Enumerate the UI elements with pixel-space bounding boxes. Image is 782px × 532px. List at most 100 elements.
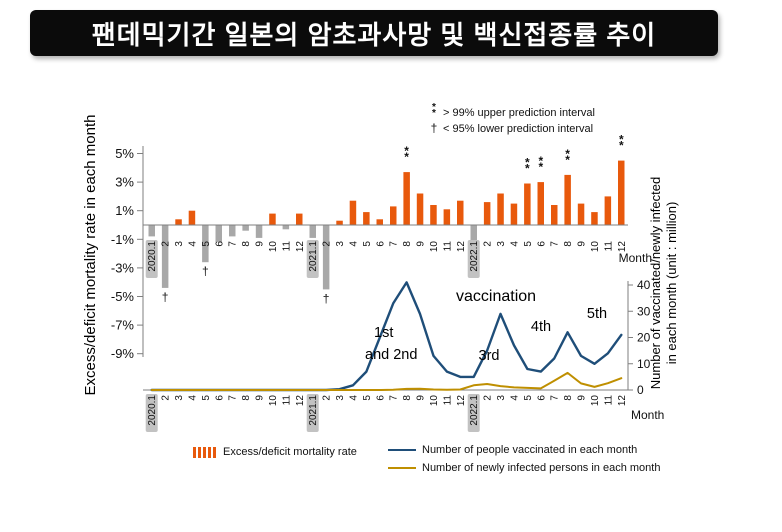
month-tick-label-bottom: 7: [389, 395, 400, 401]
month-tick-label-bottom: 5: [201, 395, 212, 401]
month-tick-label-bottom: 12: [617, 395, 628, 407]
right-axis-tick-label: 40: [637, 278, 651, 292]
mortality-bar: [188, 210, 196, 225]
legend-item-infected: Number of newly infected persons in each…: [388, 462, 660, 474]
mortality-bar: [604, 196, 612, 225]
upper-prediction-marker: **: [404, 144, 409, 164]
month-tick-label-bottom: 2: [322, 395, 333, 401]
month-tick-label-top: 9: [577, 241, 588, 247]
month-tick-label-bottom: 2022.1: [469, 395, 480, 426]
mortality-bar: [229, 225, 236, 237]
upper-prediction-marker: **: [525, 156, 530, 176]
month-tick-label-top: 11: [603, 241, 614, 252]
mortality-bar: [202, 225, 209, 263]
month-tick-label-top: 3: [496, 241, 507, 247]
month-tick-label-bottom: 6: [536, 395, 547, 401]
mortality-bar: [322, 225, 330, 290]
month-tick-label-bottom: 7: [550, 395, 561, 401]
month-tick-label-top: 8: [563, 241, 574, 247]
mortality-bar: [255, 225, 263, 238]
month-tick-label-top: 8: [402, 241, 413, 247]
month-tick-label-bottom: 2020.1: [147, 395, 158, 426]
mortality-bar: [175, 219, 182, 225]
mortality-bar: [336, 220, 343, 225]
month-tick-label-bottom: 8: [402, 395, 413, 401]
mortality-bar: [282, 225, 290, 230]
infected-line: [150, 371, 623, 391]
legend-label-mortality: Excess/deficit mortality rate: [223, 446, 357, 458]
month-tick-label-bottom: 3: [496, 395, 507, 401]
mortality-bar: [551, 205, 558, 225]
left-axis-tick-label: -7%: [111, 318, 135, 333]
month-tick-label-bottom: 9: [416, 395, 427, 401]
upper-prediction-marker: **: [565, 147, 570, 167]
month-tick-label-bottom: 9: [577, 395, 588, 401]
year-highlight-box: [467, 240, 480, 278]
month-tick-label-bottom: 12: [456, 395, 467, 407]
month-tick-label-bottom: 8: [241, 395, 252, 401]
mortality-bar: [577, 203, 585, 226]
mortality-bar: [430, 205, 437, 225]
mortality-bar: [363, 212, 370, 225]
lower-prediction-marker: †: [323, 291, 330, 305]
year-highlight-box: [306, 394, 319, 432]
legend-item-vaccinated: Number of people vaccinated in each mont…: [388, 444, 637, 456]
month-tick-label-top: 10: [268, 241, 279, 253]
right-axis-tick-label: 30: [637, 304, 651, 318]
month-tick-label-top: 12: [295, 241, 306, 253]
month-tick-label-bottom: 6: [214, 395, 225, 401]
mortality-bar: [497, 193, 504, 225]
upper-key-symbol: * *: [432, 102, 436, 119]
right-axis-title-line2: in each month (unit : million): [664, 202, 679, 365]
lower-prediction-marker: †: [162, 290, 169, 304]
mortality-bar: [483, 202, 491, 225]
month-tick-label-top: 4: [348, 241, 359, 247]
month-tick-label-top: 10: [590, 241, 601, 253]
month-tick-label-bottom: 12: [295, 395, 306, 407]
month-tick-label-bottom: 4: [187, 395, 198, 401]
mortality-bar: [161, 225, 169, 288]
month-tick-label-bottom: 4: [348, 395, 359, 401]
mortality-bar: [376, 219, 383, 225]
legend-label-infected: Number of newly infected persons in each…: [422, 462, 661, 474]
month-tick-label-top: 8: [241, 241, 252, 247]
month-tick-label-top: 2020.1: [147, 241, 158, 272]
wave-3-label: 3rd: [479, 348, 500, 364]
mortality-bar: [403, 172, 410, 225]
lower-key-symbol: †: [431, 121, 438, 135]
right-axis-title-line1: Number of vaccinated/newly infected: [648, 177, 663, 389]
month-tick-label-top: 4: [509, 241, 520, 247]
legend-item-mortality: Excess/deficit mortality rate: [193, 446, 357, 458]
month-tick-label-bottom: 2021.1: [308, 395, 319, 426]
mortality-bar: [443, 209, 451, 225]
month-tick-label-top: 7: [228, 241, 239, 247]
year-highlight-box: [145, 394, 158, 432]
month-tick-label-top: 5: [362, 241, 373, 247]
month-tick-label-bottom: 3: [335, 395, 346, 401]
mortality-bar: [510, 203, 518, 226]
month-tick-label-top: 4: [187, 241, 198, 247]
month-tick-label-bottom: 11: [603, 395, 614, 406]
mortality-bar: [524, 183, 531, 225]
infected-line-swatch: [388, 467, 416, 469]
month-axis-label-bottom: Month: [631, 408, 664, 422]
mortality-bar: [390, 206, 397, 225]
mortality-bar: [591, 212, 598, 225]
month-tick-label-bottom: 2: [483, 395, 494, 401]
left-axis-tick-label: 1%: [115, 203, 134, 218]
month-tick-label-bottom: 2: [161, 395, 172, 401]
month-tick-label-top: 11: [281, 241, 292, 252]
legend-label-vaccinated: Number of people vaccinated in each mont…: [422, 444, 638, 456]
month-tick-label-bottom: 9: [255, 395, 266, 401]
left-axis-title: Excess/deficit mortality rate in each mo…: [82, 115, 99, 396]
mortality-bar: [349, 200, 357, 225]
wave-4-label: 4th: [531, 319, 551, 335]
month-tick-label-top: 2022.1: [469, 241, 480, 272]
mortality-bar: [148, 225, 155, 237]
mortality-bar: [309, 225, 316, 238]
month-tick-label-top: 9: [255, 241, 266, 247]
month-tick-label-top: 2: [322, 241, 333, 247]
wave-1-2-label-line2: and 2nd: [365, 347, 417, 363]
month-tick-label-top: 7: [550, 241, 561, 247]
